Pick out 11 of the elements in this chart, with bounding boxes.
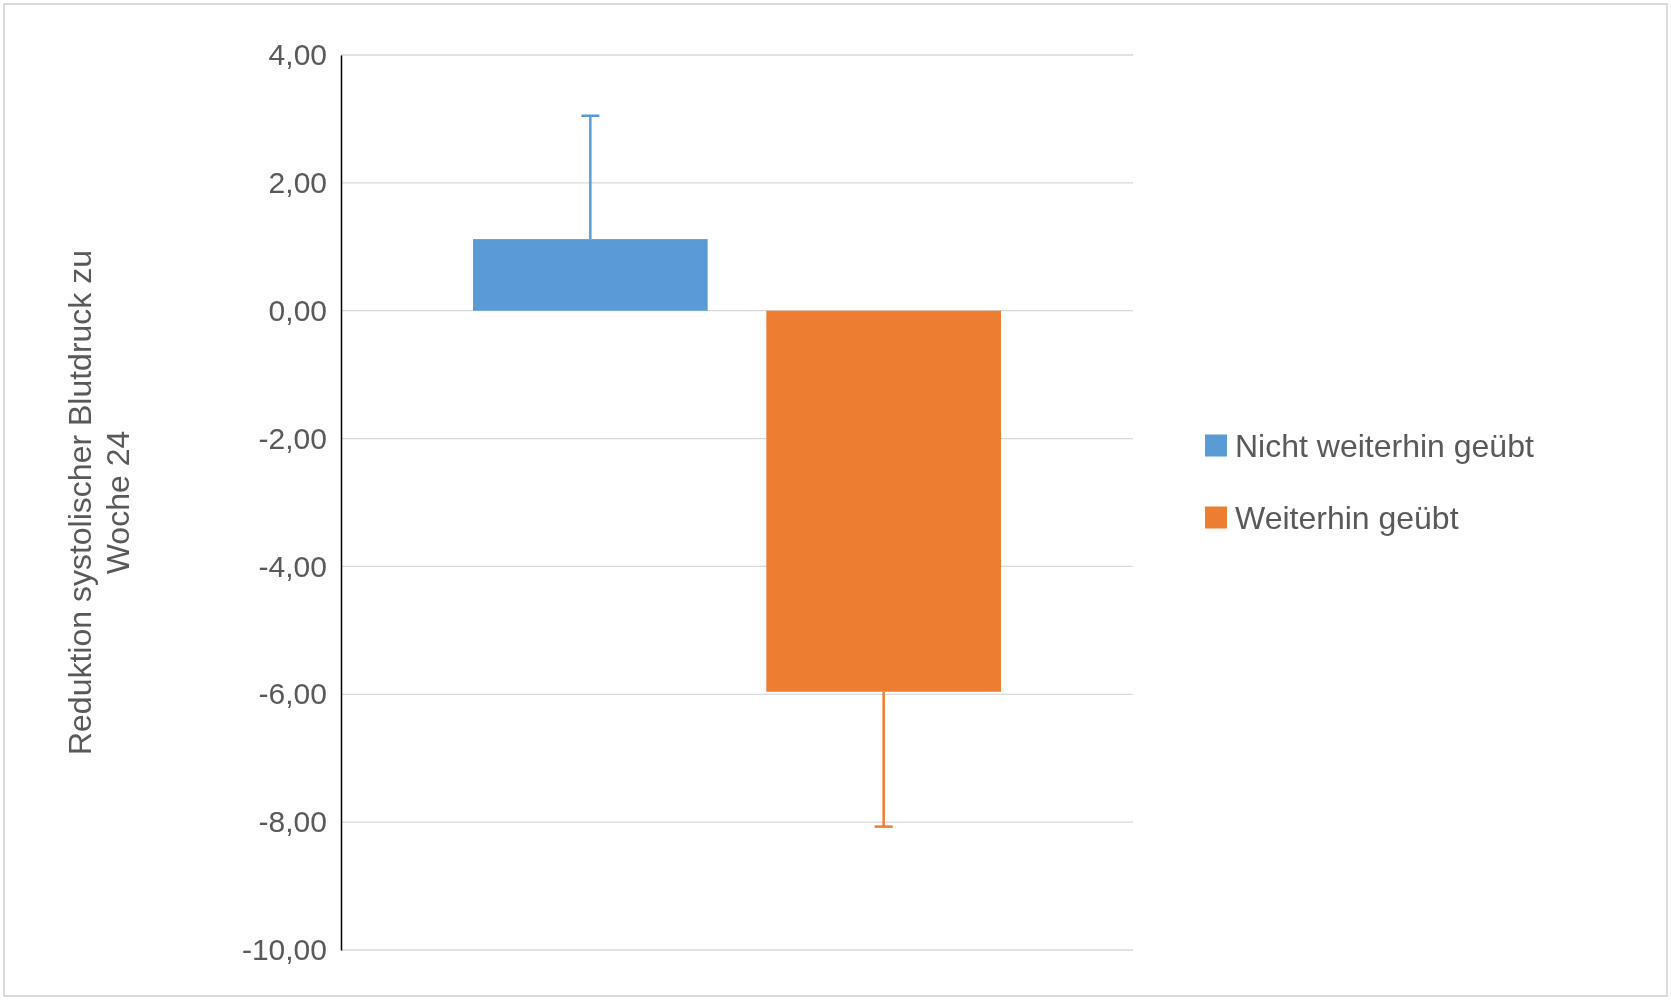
y-tick-label: -10,00 — [241, 933, 327, 967]
y-tick-label: 4,00 — [268, 38, 327, 72]
legend-label: Weiterhin geübt — [1235, 499, 1459, 536]
y-tick-label: -8,00 — [258, 805, 327, 839]
y-tick-label: -6,00 — [258, 677, 327, 711]
y-tick-label: 0,00 — [268, 293, 327, 327]
y-axis-title: Reduktion systolischer Blutdruck zu Woche 24 — [62, 249, 136, 756]
y-tick-label: -2,00 — [258, 421, 327, 455]
legend-label: Nicht weiterhin geübt — [1235, 427, 1534, 464]
y-tick-label: -4,00 — [258, 549, 327, 583]
y-tick-label: 2,00 — [268, 165, 327, 199]
